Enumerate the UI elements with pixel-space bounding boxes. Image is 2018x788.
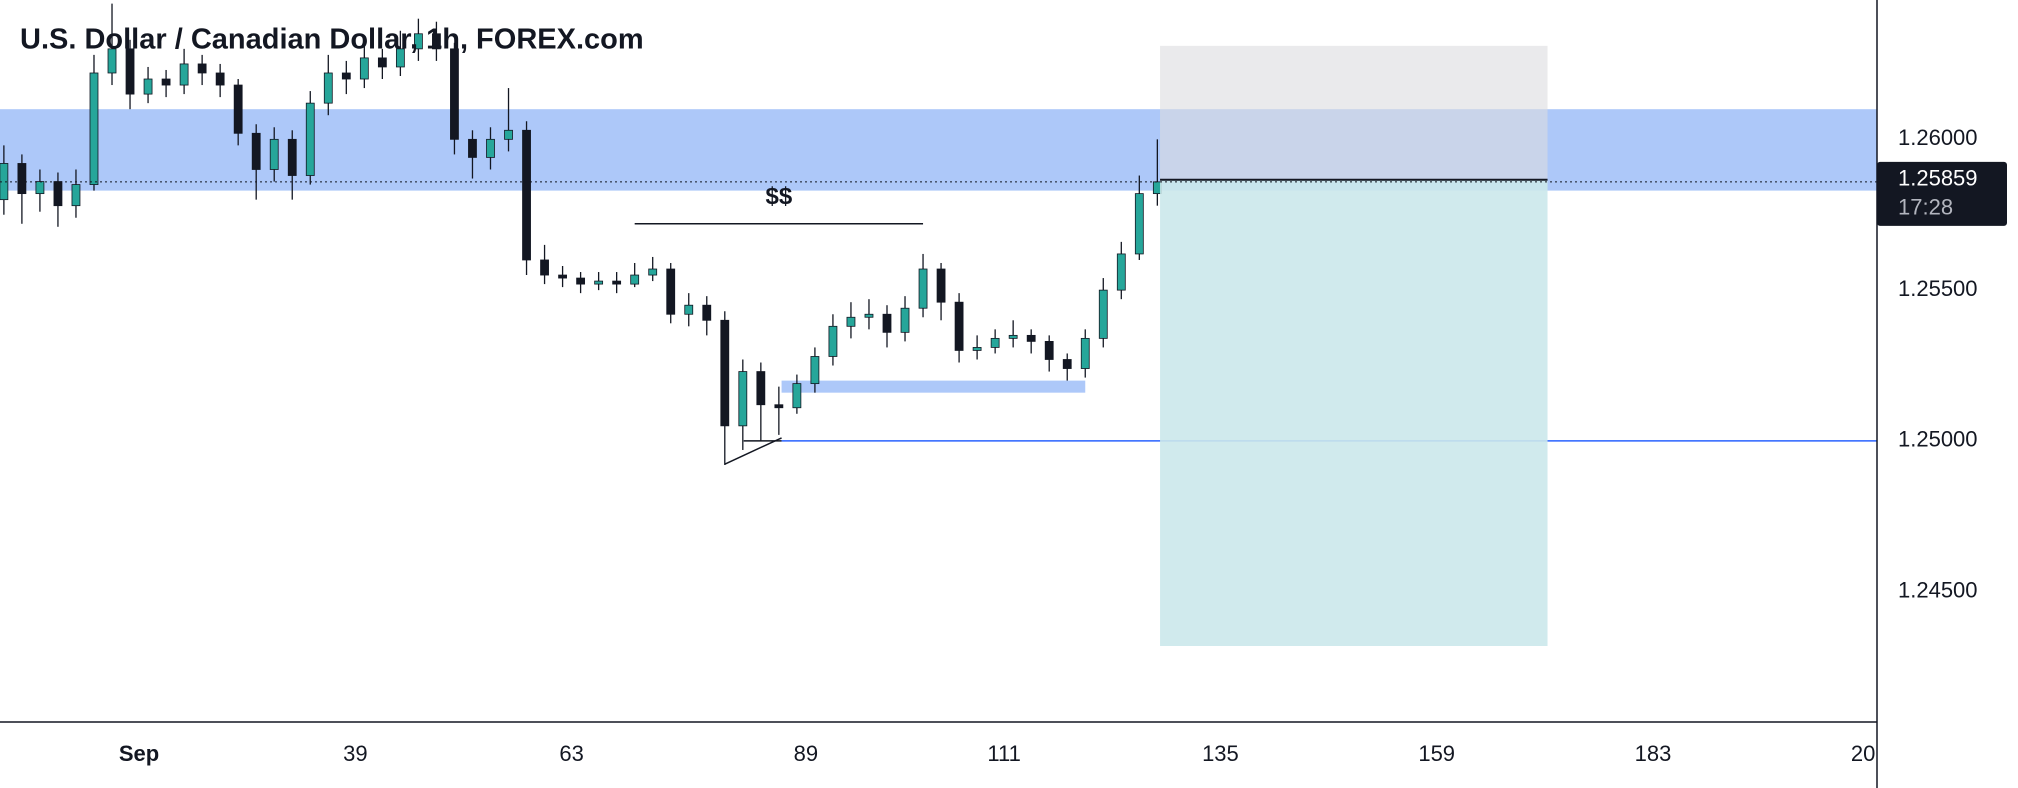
candle-body [846, 316, 856, 327]
candle-body [558, 274, 567, 279]
candle-body [1080, 337, 1090, 369]
candle-body [35, 181, 45, 195]
x-tick-label: 63 [559, 741, 583, 766]
chart-title: U.S. Dollar / Canadian Dollar, 1h, FOREX… [20, 24, 644, 56]
candle-body [125, 48, 135, 95]
y-tick-label: 1.24500 [1898, 578, 1978, 603]
candle-body [468, 138, 477, 158]
candle-body [287, 138, 297, 176]
y-tick-label: 1.25000 [1898, 427, 1978, 452]
candle-body [161, 78, 171, 86]
candle-body [450, 48, 459, 140]
countdown-label: 17:28 [1898, 195, 1953, 220]
candle-body [1098, 289, 1108, 339]
candle-body [954, 301, 964, 351]
candle-body [504, 129, 513, 140]
y-axis: 1.24500 1.25000 1.25500 1.26000 1.25859 17:28 [1877, 125, 2007, 603]
candle-body [197, 63, 207, 74]
last-price-label: 1.25859 [1898, 166, 1978, 191]
candle-body [828, 325, 838, 357]
candle-body [143, 78, 153, 95]
x-tick-label: 135 [1202, 741, 1239, 766]
candle-body [882, 313, 892, 333]
last-price-box [1877, 161, 2007, 226]
candle-body [359, 57, 369, 80]
candle-body [1062, 359, 1072, 369]
candle-body [648, 268, 658, 276]
candle-body [486, 138, 495, 158]
candle-body [71, 184, 81, 207]
plot-area: $$ [0, 3, 1877, 646]
candle-body [251, 132, 261, 170]
candle-body [522, 129, 531, 261]
x-tick-label: 89 [794, 741, 818, 766]
candle-body [233, 84, 243, 134]
drawing-line [724, 437, 782, 465]
candle-body [900, 307, 910, 333]
candle-body [1116, 253, 1126, 291]
position-target [1160, 179, 1548, 646]
candle-body [792, 383, 802, 409]
candle-body [17, 163, 27, 195]
candle-body [666, 268, 676, 315]
x-tick-label: 39 [343, 741, 367, 766]
candle-body [1134, 193, 1144, 255]
annotation: $$ [766, 183, 793, 210]
x-tick-label: 111 [987, 741, 1020, 766]
candle-body [774, 404, 784, 409]
x-tick-label: Sep [119, 741, 159, 766]
y-tick-label: 1.25500 [1898, 276, 1978, 301]
candle-body [720, 319, 730, 427]
candle-body [107, 48, 117, 74]
y-tick-label: 1.26000 [1898, 125, 1978, 150]
candle-body [323, 72, 333, 104]
x-tick-label: 207 [1851, 741, 1888, 766]
candle-body [990, 337, 1000, 348]
zone [0, 109, 1877, 191]
candle-body [1044, 340, 1054, 360]
candle-body [576, 277, 586, 285]
candle-body [972, 347, 982, 351]
candle-body [395, 48, 405, 68]
candle-body [864, 313, 874, 318]
candle-body [89, 72, 99, 185]
candle-body [612, 280, 622, 285]
x-tick-label: 183 [1635, 741, 1672, 766]
x-axis: Sep 39 63 89 111 135 159 183 207 [119, 741, 1888, 766]
position-stop [1160, 45, 1548, 180]
candle-body [594, 280, 604, 285]
candle-body [738, 371, 748, 427]
candle-body [377, 57, 387, 68]
candle-body [0, 163, 9, 201]
candle-body [540, 259, 549, 276]
candle-body [810, 356, 820, 385]
candle-body [269, 138, 279, 170]
x-tick-label: 159 [1418, 741, 1455, 766]
candle-body [215, 72, 225, 86]
candle-body [1008, 334, 1018, 339]
candle-body [53, 181, 63, 207]
candle-body [341, 72, 351, 80]
zone [781, 380, 1086, 393]
candle-body [414, 33, 423, 50]
candle-body [630, 274, 640, 285]
candle-body [918, 268, 928, 309]
candle-body [684, 304, 694, 315]
candle-body [756, 371, 766, 406]
candle-body [305, 102, 315, 176]
candle-body [432, 33, 441, 50]
candle-body [936, 268, 946, 303]
candle-body [1026, 334, 1036, 342]
candle-body [179, 63, 189, 86]
candle-body [702, 304, 712, 321]
